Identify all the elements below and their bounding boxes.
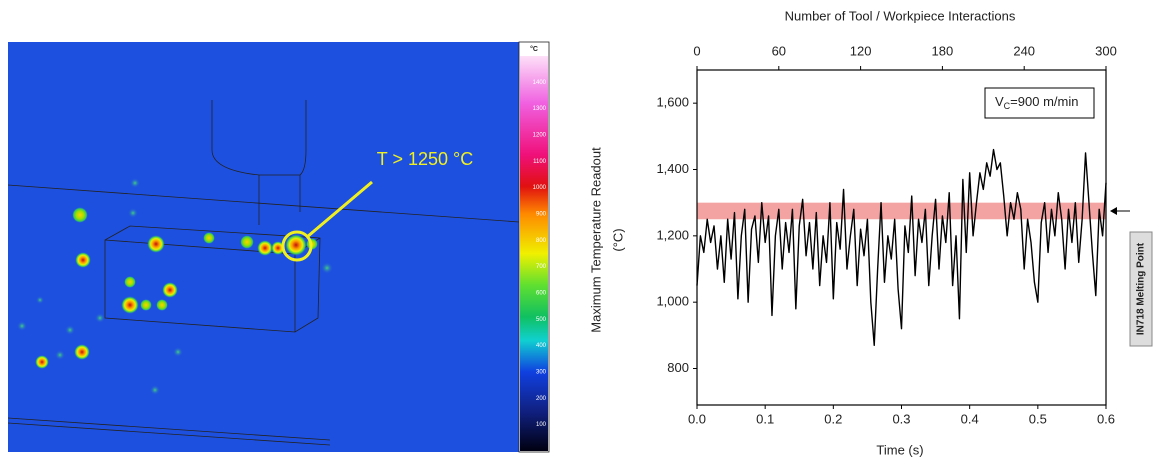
colorbar-tick-label: 100 (536, 422, 547, 428)
y-axis-title: Maximum Temperature Readout (588, 147, 603, 333)
colorbar-tick-label: 900 (536, 212, 547, 218)
colorbar-unit: °C (530, 45, 538, 53)
thermal-image: T > 1250 °C °C (7, 41, 550, 453)
y-tick-label: 1,600 (656, 95, 689, 110)
hot-spots (17, 178, 333, 395)
legend-box (984, 87, 1095, 119)
colorbar-tick-label: 400 (536, 343, 547, 349)
melting-label-box (1129, 231, 1153, 347)
y-tick-label: 1,000 (656, 294, 689, 309)
x2-tick-label: 180 (932, 43, 954, 58)
x2-tick-label: 120 (850, 43, 872, 58)
temperature-line (696, 148, 1107, 346)
x2-tick-label: 240 (1013, 43, 1035, 58)
colorbar (520, 56, 548, 451)
legend-rest: =900 m/min (1010, 94, 1078, 109)
legend-sub: C (1004, 101, 1011, 111)
colorbar-tick-label: 1000 (533, 185, 547, 191)
x-tick-label: 0.2 (824, 411, 842, 426)
plot-frame (696, 69, 1107, 406)
x-tick-label: 0.1 (756, 411, 774, 426)
colorbar-tick-label: 600 (536, 291, 547, 297)
x-tick-label: 0.4 (961, 411, 979, 426)
x2-tick-label: 0 (693, 43, 700, 58)
colorbar-tick-label: 1100 (533, 159, 547, 165)
melting-label: IN718 Melting Point (1136, 242, 1147, 335)
y-tick-label: 1,400 (656, 161, 689, 176)
y-tick-label: 800 (667, 360, 689, 375)
colorbar-tick-label: 200 (536, 396, 547, 402)
highlight-circle (281, 230, 313, 262)
colorbar-tick-label: 1200 (533, 133, 547, 139)
plot: 0.0 0.1 0.2 0.3 0.4 0.5 0.6 0 60 120 180 240 300 800 1… (656, 43, 1130, 426)
colorbar-tick-label: 1300 (533, 106, 547, 112)
colorbar-tick-label: 1400 (533, 80, 547, 86)
x2-tick-label: 60 (772, 43, 786, 58)
top-axis-title: Number of Tool / Workpiece Interactions (785, 8, 1016, 23)
x-tick-label: 0.0 (688, 411, 706, 426)
melting-arrowhead (1110, 206, 1117, 215)
colorbar-tick-label: 300 (536, 370, 547, 376)
x-axis-title: Time (s) (876, 442, 923, 457)
x2-tick-label: 300 (1095, 43, 1117, 58)
annotation-pointer (306, 180, 373, 239)
y-axis-unit: (°C) (610, 228, 625, 251)
x-tick-label: 0.3 (892, 411, 910, 426)
colorbar-tick-label: 800 (536, 238, 547, 244)
melting-band (697, 202, 1106, 220)
x-tick-label: 0.6 (1097, 411, 1115, 426)
thermal-annotation: T > 1250 °C (377, 149, 473, 169)
y-tick-label: 1,200 (656, 227, 689, 242)
colorbar-tick-label: 700 (536, 264, 547, 270)
colorbar-tick-label: 500 (536, 317, 547, 323)
legend-main: V (995, 94, 1004, 109)
legend-text: VC=900 m/min (995, 94, 1078, 111)
x-tick-label: 0.5 (1029, 411, 1047, 426)
